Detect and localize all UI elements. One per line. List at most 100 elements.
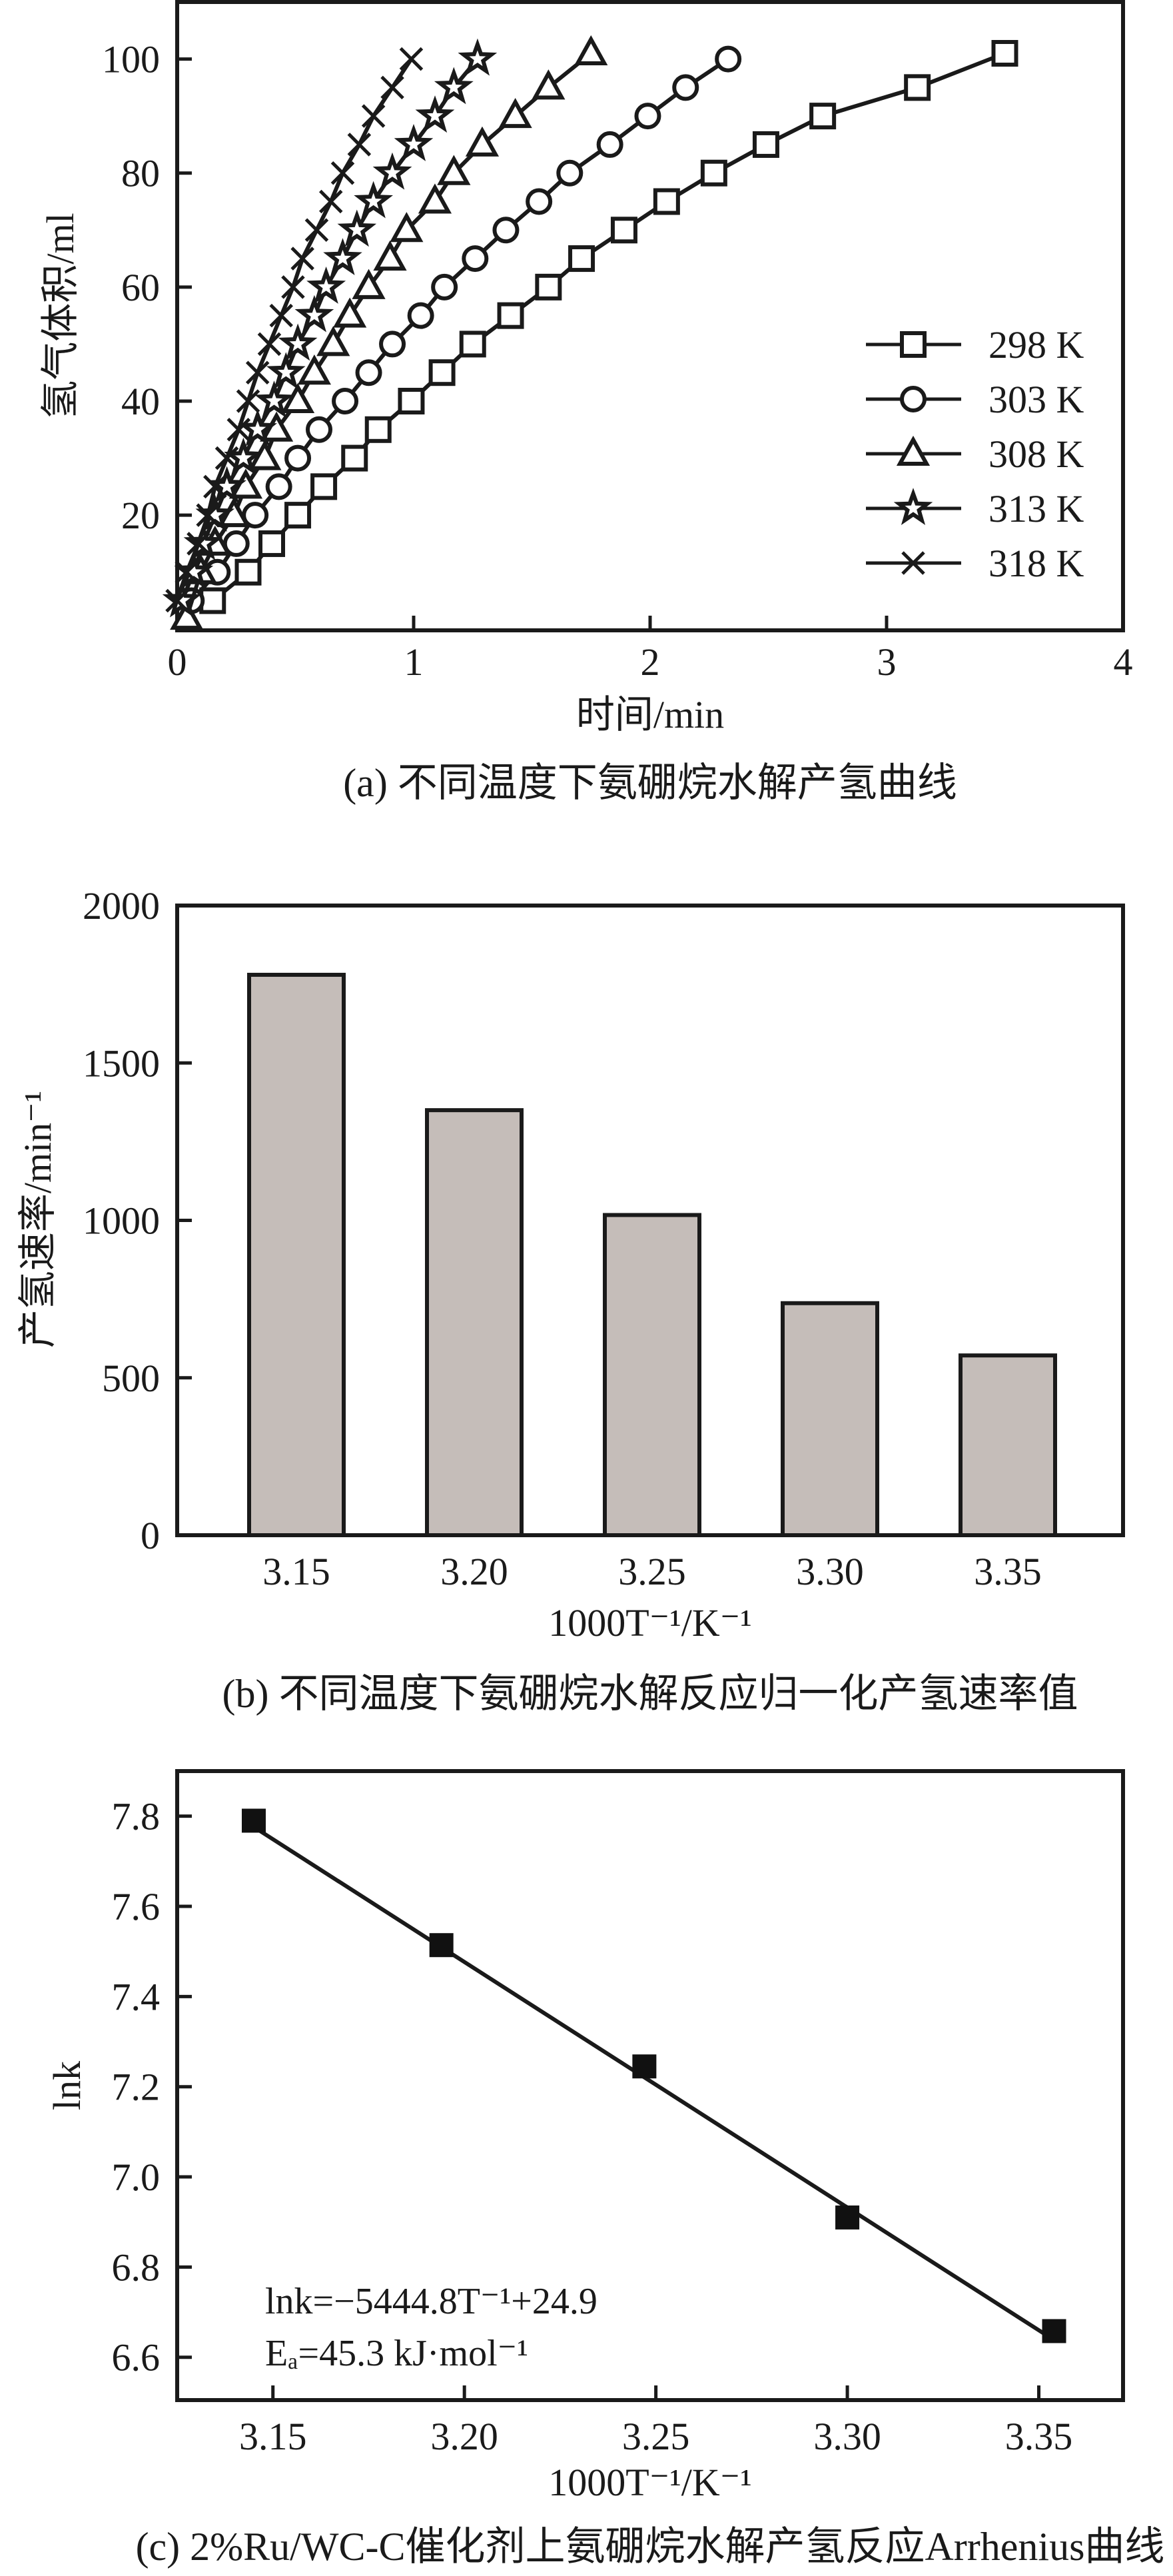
- x-tick-label: 4: [1114, 640, 1133, 684]
- legend-marker-cross: [901, 551, 925, 575]
- data-point-square: [752, 131, 779, 158]
- x-tick-label: 3.35: [1005, 2415, 1073, 2458]
- legend-marker-square: [900, 331, 927, 358]
- data-point-square: [653, 188, 680, 215]
- bar-3.35: [959, 1353, 1057, 1537]
- data-point-square: [497, 302, 524, 329]
- data-point-cross: [165, 588, 189, 613]
- y-tick-label: 7.8: [112, 1795, 161, 1838]
- data-point-triangle: [316, 326, 350, 356]
- cross-stroke: [901, 551, 925, 575]
- cross-stroke: [361, 104, 386, 128]
- data-point-cross: [203, 474, 227, 499]
- data-point-triangle: [248, 440, 282, 470]
- chart-b-ylabel: 产氢速率/min⁻¹: [16, 1091, 59, 1348]
- x-tick-label: 2: [641, 640, 660, 684]
- data-point-circle: [265, 473, 292, 500]
- chart-c-xlabel: 1000T⁻¹/K⁻¹: [548, 2461, 751, 2504]
- data-point-star: [306, 266, 346, 304]
- data-point-triangle: [333, 297, 367, 328]
- cross-stroke: [399, 47, 424, 71]
- data-point-square: [310, 473, 338, 500]
- data-point-cross: [361, 104, 386, 128]
- data-point-circle: [492, 217, 520, 244]
- series-318k: [165, 47, 424, 613]
- y-tick-label: 1500: [83, 1041, 160, 1085]
- legend-label: 318 K: [988, 542, 1084, 585]
- bar-3.30: [781, 1301, 879, 1537]
- data-point-star: [372, 152, 412, 190]
- cross-stroke: [196, 503, 220, 527]
- chart-a-caption: (a) 不同温度下氨硼烷水解产氢曲线: [343, 761, 957, 805]
- data-point-triangle: [352, 269, 386, 299]
- y-tick-label: 20: [121, 494, 160, 537]
- y-tick-label: 60: [121, 266, 160, 309]
- data-point-circle: [431, 273, 458, 301]
- cross-stroke: [281, 275, 305, 299]
- cross-stroke: [245, 360, 270, 384]
- cross-stroke: [203, 474, 227, 499]
- data-point-cross: [290, 247, 314, 271]
- data-point-cross: [214, 446, 239, 470]
- data-point-star: [278, 323, 318, 361]
- data-point-square: [459, 330, 486, 358]
- y-tick-label: 40: [121, 380, 160, 423]
- data-point-circle: [379, 330, 406, 358]
- legend-item: 298 K: [866, 323, 1084, 366]
- x-tick-label: 3.20: [430, 2415, 498, 2458]
- data-point-square: [535, 273, 562, 301]
- data-point-triangle: [574, 35, 608, 66]
- legend-label: 308 K: [988, 432, 1084, 476]
- data-point-star: [394, 124, 434, 161]
- x-tick-label: 3.30: [813, 2415, 881, 2458]
- data-point-star: [354, 181, 394, 219]
- data-point-cross: [347, 133, 372, 157]
- legend-label: 298 K: [988, 323, 1084, 366]
- cross-stroke: [290, 247, 314, 271]
- data-point-cross: [257, 332, 282, 356]
- data-point-triangle: [297, 354, 331, 385]
- legend-marker-triangle: [896, 435, 931, 466]
- data-point-star: [458, 38, 498, 76]
- data-point-square: [632, 2054, 657, 2079]
- data-point-star: [266, 352, 306, 390]
- data-point-circle: [355, 359, 382, 386]
- data-point-cross: [269, 303, 293, 328]
- y-tick-label: 500: [102, 1357, 160, 1400]
- bar-3.15: [247, 972, 346, 1537]
- chart-c-activation-energy: Eₐ=45.3 kJ·mol⁻¹: [265, 2333, 528, 2374]
- fit-line: [252, 1825, 1056, 2342]
- data-point-star: [254, 380, 294, 418]
- data-point-square: [610, 217, 637, 244]
- legend-item: 303 K: [866, 378, 1084, 421]
- data-point-cross: [281, 275, 305, 299]
- data-point-square: [1042, 2319, 1066, 2343]
- chart-b-rate-bars: 产氢速率/min⁻¹ 1000T⁻¹/K⁻¹ (b) 不同温度下氨硼烷水解反应归…: [16, 884, 1125, 1716]
- data-point-cross: [304, 218, 329, 243]
- data-point-square: [700, 159, 727, 187]
- data-point-square: [258, 530, 285, 557]
- data-point-square: [364, 416, 392, 443]
- x-tick-label: 0: [168, 640, 187, 684]
- data-point-square: [234, 558, 262, 586]
- data-point-circle: [672, 74, 699, 101]
- data-point-square: [199, 587, 226, 614]
- data-point-triangle: [280, 382, 315, 414]
- data-point-star: [238, 408, 277, 446]
- y-tick-label: 6.6: [112, 2336, 161, 2379]
- data-point-cross: [236, 389, 260, 413]
- data-point-circle: [526, 188, 553, 215]
- legend-item: 313 K: [866, 487, 1084, 530]
- data-point-star: [294, 295, 334, 332]
- data-point-cross: [330, 161, 355, 185]
- data-point-star: [323, 238, 362, 276]
- cross-stroke: [330, 161, 355, 185]
- cross-stroke: [236, 389, 260, 413]
- data-point-cross: [380, 75, 404, 100]
- cross-stroke: [318, 189, 343, 214]
- legend-marker-star: [893, 488, 933, 525]
- series-303k: [178, 45, 742, 614]
- data-point-circle: [332, 388, 359, 415]
- data-point-cross: [196, 503, 220, 527]
